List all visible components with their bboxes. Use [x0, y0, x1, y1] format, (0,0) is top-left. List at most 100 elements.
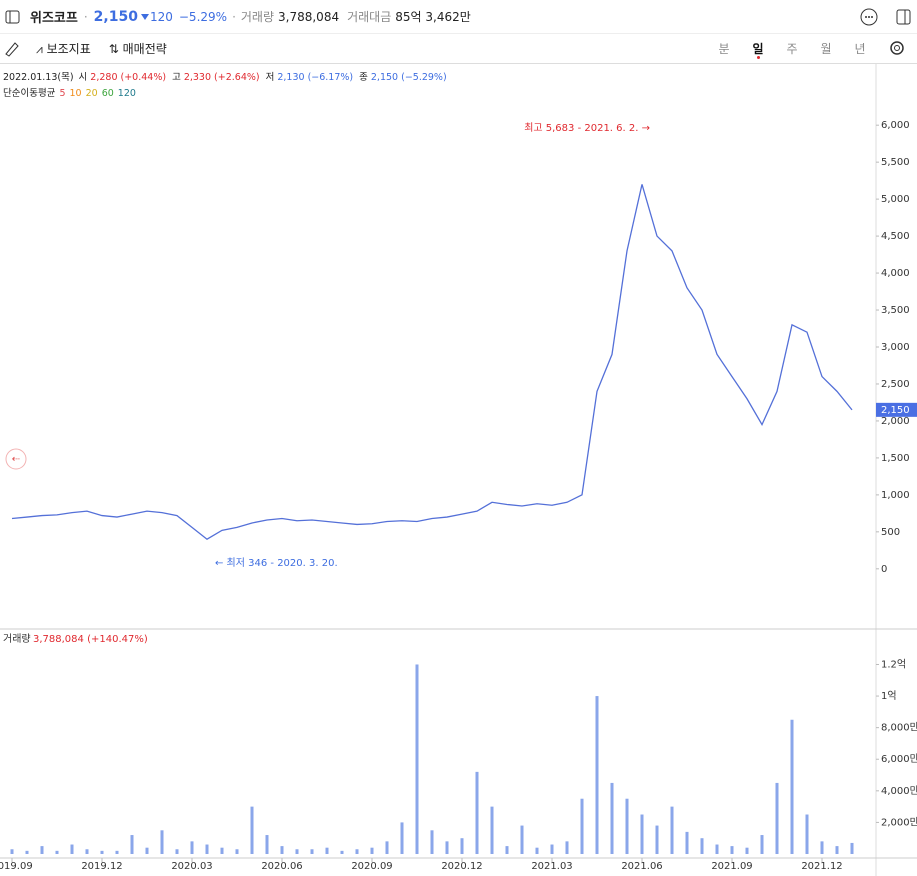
volume-bar	[355, 849, 359, 854]
x-tick-label: 2021.12	[801, 861, 842, 872]
high-annotation: 최고 5,683 - 2021. 6. 2. →	[524, 122, 650, 134]
close-label: 종	[359, 72, 368, 83]
y-tick-label: 5,500	[881, 157, 910, 168]
amount-label: 거래대금	[347, 10, 392, 24]
volume-bar	[820, 841, 824, 854]
volume-bar	[520, 825, 524, 854]
volume-bar	[445, 841, 449, 854]
date: 2022.01.13(목)	[3, 72, 74, 83]
scroll-icon: ⇠	[12, 454, 21, 465]
ma-legend: 10	[69, 88, 82, 99]
period-tab[interactable]: 일	[741, 40, 775, 59]
strategy-label: 매매전략	[122, 41, 167, 56]
volume-bar	[115, 850, 119, 854]
down-arrow	[140, 13, 149, 20]
volume-bar	[220, 847, 224, 854]
price-line	[11, 184, 853, 541]
y-tick-label: 1.2억	[881, 658, 906, 670]
period-tab[interactable]: 년	[854, 41, 866, 56]
volume-bar	[610, 782, 614, 854]
volume-bar	[325, 847, 329, 854]
volume-bar	[595, 696, 599, 854]
y-tick-label: 5,000	[881, 194, 910, 205]
volume-bar	[565, 841, 569, 854]
period-tab[interactable]: 월	[820, 41, 832, 56]
high: 2,330 (+2.64%)	[183, 72, 260, 83]
volume-bar	[145, 847, 149, 854]
volume-bar	[25, 850, 29, 854]
amount: 85억 3,462만	[395, 10, 471, 24]
y-tick-label: 1,000	[881, 490, 910, 501]
volume-bar	[10, 849, 14, 854]
x-tick-label: 2019.09	[0, 861, 33, 872]
x-tick-label: 2020.12	[441, 861, 482, 872]
volume-title: 거래량	[3, 633, 31, 645]
period-tab[interactable]: 주	[786, 41, 798, 56]
y-tick-label: 6,000만	[881, 753, 917, 765]
volume-bar	[550, 844, 554, 854]
y-tick-label: 0	[881, 564, 887, 575]
volume-bar	[655, 825, 659, 854]
x-tick-label: 2020.06	[261, 861, 302, 872]
scroll-button[interactable]	[5, 448, 27, 470]
y-tick-label: 4,000	[881, 268, 910, 279]
settings[interactable]	[877, 38, 917, 58]
header-icons[interactable]	[857, 5, 917, 29]
volume-bar	[370, 847, 374, 854]
volume-bar	[745, 847, 749, 854]
open: 2,280 (+0.44%)	[90, 72, 167, 83]
sidebar-toggle[interactable]	[0, 7, 30, 27]
volume-bar	[205, 844, 209, 854]
price-tag-label: 2,150	[881, 405, 910, 416]
ma-legend: 120	[117, 88, 136, 99]
x-tick-label: 2021.09	[711, 861, 752, 872]
indicator-btn[interactable]: ⩘ 보조지표	[36, 41, 91, 56]
ma-label: 단순이동평균	[3, 88, 56, 99]
y-tick-label: 8,000만	[881, 722, 917, 734]
header: 위즈코프 · 2,150 120 −5.29% · 거래량 3,788,084 …	[0, 0, 917, 34]
volume-bar	[835, 846, 839, 854]
volume-bar	[850, 842, 854, 854]
y-tick-label: 500	[881, 527, 900, 538]
volume-bar	[280, 846, 284, 854]
open-label: 시	[78, 72, 88, 83]
close: 2,150 (−5.29%)	[370, 72, 447, 83]
stock-name: 위즈코프	[30, 11, 78, 26]
volume-bar	[310, 849, 314, 854]
volume-bar	[85, 849, 89, 854]
price-tag	[876, 402, 917, 417]
volume-bar	[760, 835, 764, 854]
volume-bar	[580, 798, 584, 854]
x-tick-label: 2020.09	[351, 861, 392, 872]
volume-bar	[700, 838, 704, 854]
ma-legend: 5	[59, 88, 66, 99]
chart: ⇠ 0 500 1,000 1,500 2,000 2,500 3,000 3,500 4,00…	[0, 63, 917, 876]
volume-bar	[805, 814, 809, 854]
volume-label: 거래량	[240, 10, 275, 24]
y-tick-label: 4,000만	[881, 785, 917, 797]
strategy-btn[interactable]: ⇅ 매매전략	[108, 41, 167, 56]
volume-bar	[640, 814, 644, 854]
active-dot	[757, 55, 760, 59]
y-tick-label: 1억	[881, 690, 897, 702]
volume-bar	[775, 782, 779, 854]
y-tick-label: 2,500	[881, 379, 910, 390]
draw-tool[interactable]	[0, 38, 28, 58]
volume-bar	[460, 838, 464, 854]
volume-bar	[295, 849, 299, 854]
volume-bar	[535, 847, 539, 854]
volume-bar	[130, 835, 134, 854]
volume-bar	[490, 806, 494, 854]
period-tab[interactable]: 분	[718, 41, 730, 56]
volume-bar	[250, 806, 254, 854]
y-tick-label: 3,000	[881, 342, 910, 353]
volume-bar	[505, 846, 509, 854]
y-tick-label: 2,000	[881, 416, 910, 427]
volume-bar	[385, 841, 389, 854]
volume-value: 3,788,084 (+140.47%)	[33, 634, 148, 645]
volume-bar	[475, 771, 479, 854]
ma-legend: 20	[85, 88, 98, 99]
